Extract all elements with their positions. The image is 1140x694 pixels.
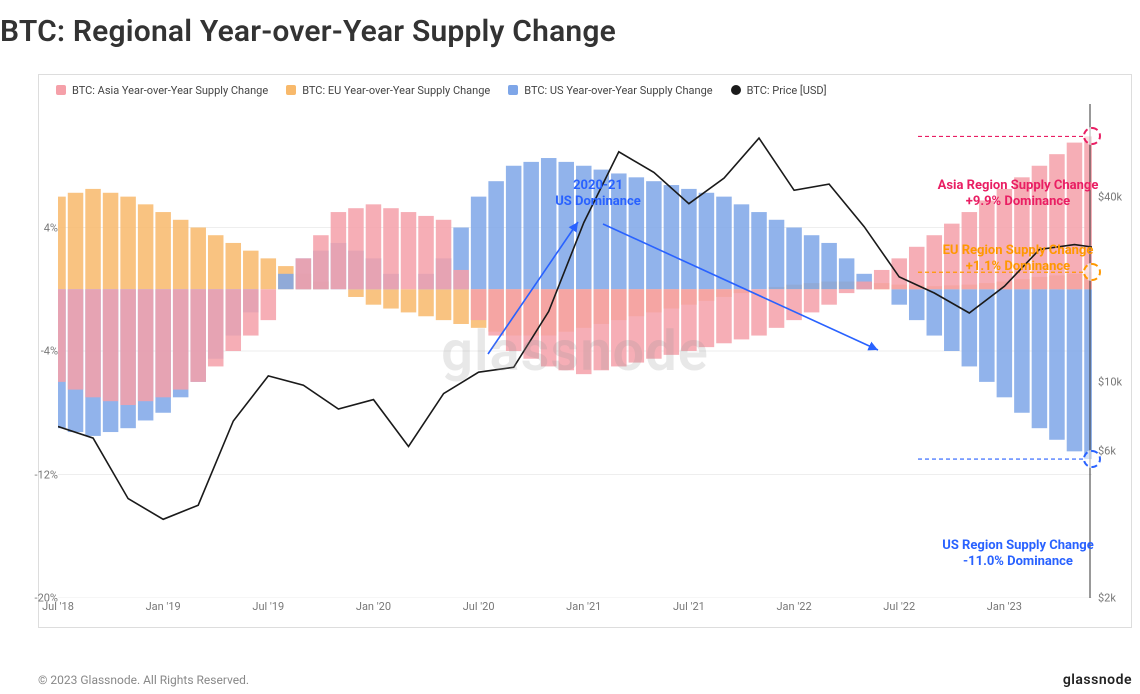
- legend-dot-icon: [731, 85, 741, 95]
- legend-label: BTC: Price [USD]: [747, 84, 827, 97]
- footer: © 2023 Glassnode. All Rights Reserved. g…: [38, 672, 1132, 688]
- end-marker-eu: [1083, 263, 1101, 281]
- y-right-tick: $2k: [1098, 592, 1116, 605]
- brand-logo-text: glassnode: [1063, 672, 1132, 688]
- price-line-layer: [58, 104, 1092, 598]
- legend-item: BTC: US Year-over-Year Supply Change: [508, 84, 712, 97]
- y-left-tick: -4%: [41, 345, 58, 358]
- copyright-text: © 2023 Glassnode. All Rights Reserved.: [38, 673, 249, 687]
- x-axis: Jul '18Jan '19Jul '19Jan '20Jul '20Jan '…: [58, 600, 1092, 620]
- y-left-tick: 4%: [44, 221, 58, 234]
- legend-item: BTC: Asia Year-over-Year Supply Change: [56, 84, 268, 97]
- legend-swatch-icon: [286, 85, 296, 95]
- legend-swatch-icon: [508, 85, 518, 95]
- plot-area: glassnode 2020-21 US Dominance Asia Regi…: [58, 104, 1092, 598]
- x-tick: Jan '22: [776, 600, 811, 613]
- y-right-tick: $6k: [1098, 444, 1116, 457]
- end-marker-us: [1083, 450, 1101, 468]
- legend-label: BTC: US Year-over-Year Supply Change: [524, 84, 712, 97]
- x-tick: Jan '23: [987, 600, 1022, 613]
- x-tick: Jul '22: [883, 600, 915, 613]
- y-axis-left: -20%-12%-4%4%: [38, 104, 60, 598]
- y-axis-right: $2k$6k$10k$40k: [1094, 104, 1134, 598]
- x-tick: Jan '20: [356, 600, 391, 613]
- y-right-tick: $40k: [1098, 190, 1122, 203]
- chart-title: BTC: Regional Year-over-Year Supply Chan…: [0, 14, 616, 49]
- x-tick: Jul '21: [673, 600, 705, 613]
- legend-item: BTC: EU Year-over-Year Supply Change: [286, 84, 490, 97]
- x-tick: Jul '18: [42, 600, 74, 613]
- chart-page: { "title": "BTC: Regional Year-over-Year…: [0, 0, 1140, 694]
- legend-swatch-icon: [56, 85, 66, 95]
- legend: BTC: Asia Year-over-Year Supply Change BT…: [56, 80, 1116, 100]
- x-tick: Jan '19: [146, 600, 181, 613]
- y-right-tick: $10k: [1098, 376, 1122, 389]
- legend-item: BTC: Price [USD]: [731, 84, 827, 97]
- x-tick: Jul '20: [463, 600, 495, 613]
- legend-label: BTC: Asia Year-over-Year Supply Change: [72, 84, 268, 97]
- x-tick: Jan '21: [566, 600, 601, 613]
- x-tick: Jul '19: [252, 600, 284, 613]
- y-left-tick: -12%: [35, 468, 58, 481]
- end-marker-asia: [1083, 127, 1101, 145]
- legend-label: BTC: EU Year-over-Year Supply Change: [302, 84, 490, 97]
